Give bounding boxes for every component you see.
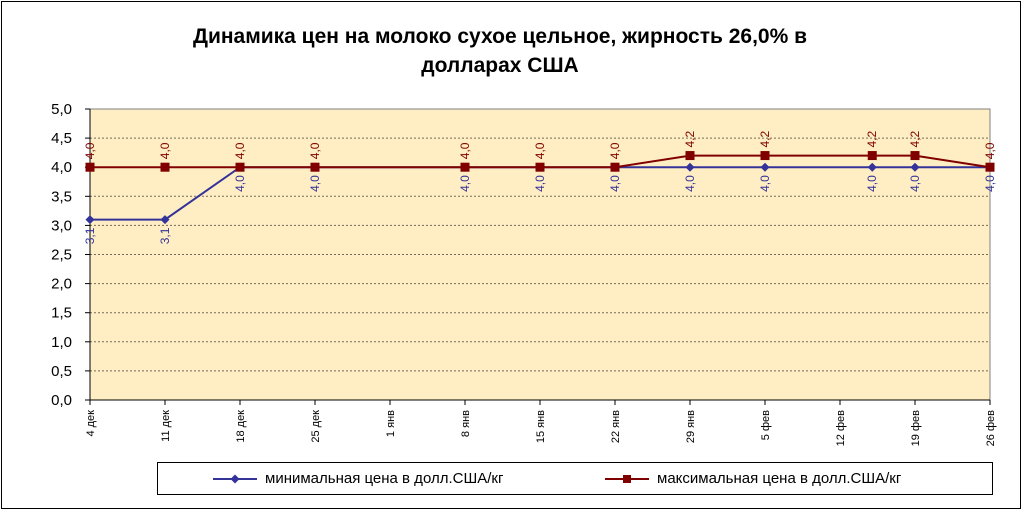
data-point-min: [760, 162, 770, 172]
x-tick-label: 8 янв: [460, 410, 472, 437]
data-point-min: [85, 215, 95, 225]
data-point-max: [310, 162, 320, 172]
data-point-max: [235, 162, 245, 172]
x-tick-label: 15 янв: [535, 410, 547, 443]
legend-label-max: максимальная цена в долл.США/кг: [657, 470, 902, 487]
x-tick-label: 25 дек: [310, 410, 322, 443]
y-tick-label: 0,0: [51, 392, 72, 409]
data-label-min: 4,0: [908, 175, 922, 192]
data-label-min: 4,0: [233, 175, 247, 192]
x-tick-label: 11 дек: [160, 410, 172, 442]
y-tick-label: 4,5: [51, 130, 72, 147]
chart-title: Динамика цен на молоко сухое цельное, жи…: [0, 22, 1000, 80]
data-label-max: 4,0: [983, 142, 997, 159]
x-tick-label: 22 янв: [610, 410, 622, 443]
data-point-max: [910, 151, 920, 161]
data-label-min: 4,0: [683, 175, 697, 192]
data-label-max: 4,0: [158, 142, 172, 159]
data-label-max: 4,2: [683, 131, 697, 148]
y-tick-label: 3,0: [51, 217, 72, 234]
data-label-min: 4,0: [308, 175, 322, 192]
data-label-max: 4,0: [308, 142, 322, 159]
legend-item-max: максимальная цена в долл.США/кг: [605, 463, 901, 494]
data-label-min: 4,0: [608, 175, 622, 192]
data-point-min: [910, 162, 920, 172]
data-point-max: [760, 151, 770, 161]
legend-swatch-min: [213, 474, 257, 483]
data-label-max: 4,0: [83, 142, 97, 159]
data-label-max: 4,0: [458, 142, 472, 159]
data-label-max: 4,0: [608, 142, 622, 159]
y-tick-label: 1,5: [51, 305, 72, 322]
data-label-min: 4,0: [865, 175, 879, 192]
y-tick-label: 3,5: [51, 188, 72, 205]
chart-title-line2: долларах США: [421, 54, 579, 77]
data-point-max: [460, 162, 470, 172]
legend-item-min: минимальная цена в долл.США/кг: [213, 463, 503, 494]
legend-swatch-max: [605, 474, 649, 483]
data-label-min: 4,0: [758, 175, 772, 192]
x-tick-label: 19 фев: [910, 410, 922, 446]
x-tick-label: 18 дек: [235, 410, 247, 443]
data-point-max: [610, 162, 620, 172]
data-point-max: [685, 151, 695, 161]
data-label-min: 4,0: [983, 175, 997, 192]
data-point-max: [160, 162, 170, 172]
data-label-min: 4,0: [458, 175, 472, 192]
y-tick-label: 2,5: [51, 247, 72, 264]
data-label-min: 3,1: [83, 227, 97, 244]
data-point-min: [685, 162, 695, 172]
data-label-max: 4,0: [533, 142, 547, 159]
chart-title-line1: Динамика цен на молоко сухое цельное, жи…: [192, 25, 808, 48]
legend-label-min: минимальная цена в долл.США/кг: [265, 470, 504, 487]
x-tick-label: 1 янв: [385, 410, 397, 437]
data-point-max: [535, 162, 545, 172]
y-tick-label: 2,0: [51, 276, 72, 293]
x-tick-label: 5 фев: [760, 410, 772, 440]
data-label-max: 4,2: [758, 131, 772, 148]
data-label-min: 4,0: [533, 175, 547, 192]
y-tick-label: 5,0: [51, 101, 72, 118]
x-tick-label: 26 фев: [985, 410, 997, 446]
data-point-max: [985, 162, 995, 172]
data-label-max: 4,0: [233, 142, 247, 159]
x-tick-label: 12 фев: [835, 410, 847, 446]
series-line-max: [90, 154, 991, 169]
data-point-min: [160, 215, 170, 225]
data-point-max: [867, 151, 877, 161]
data-point-min: [867, 162, 877, 172]
x-tick-label: 4 дек: [85, 410, 97, 437]
x-tick-label: 29 янв: [685, 410, 697, 443]
chart-legend: минимальная цена в долл.США/кг максималь…: [157, 462, 993, 495]
data-label-min: 3,1: [158, 227, 172, 244]
data-label-max: 4,2: [865, 131, 879, 148]
line-chart: 0,0 0,5 1,0 1,5 2,0 2,5 3,0 3,5 4,0 4,5 5,0 4 дек 11…: [51, 101, 997, 446]
y-tick-label: 0,5: [51, 363, 72, 380]
data-point-max: [85, 162, 95, 172]
y-tick-label: 1,0: [51, 334, 72, 351]
y-tick-label: 4,0: [51, 159, 72, 176]
data-label-max: 4,2: [908, 131, 922, 148]
